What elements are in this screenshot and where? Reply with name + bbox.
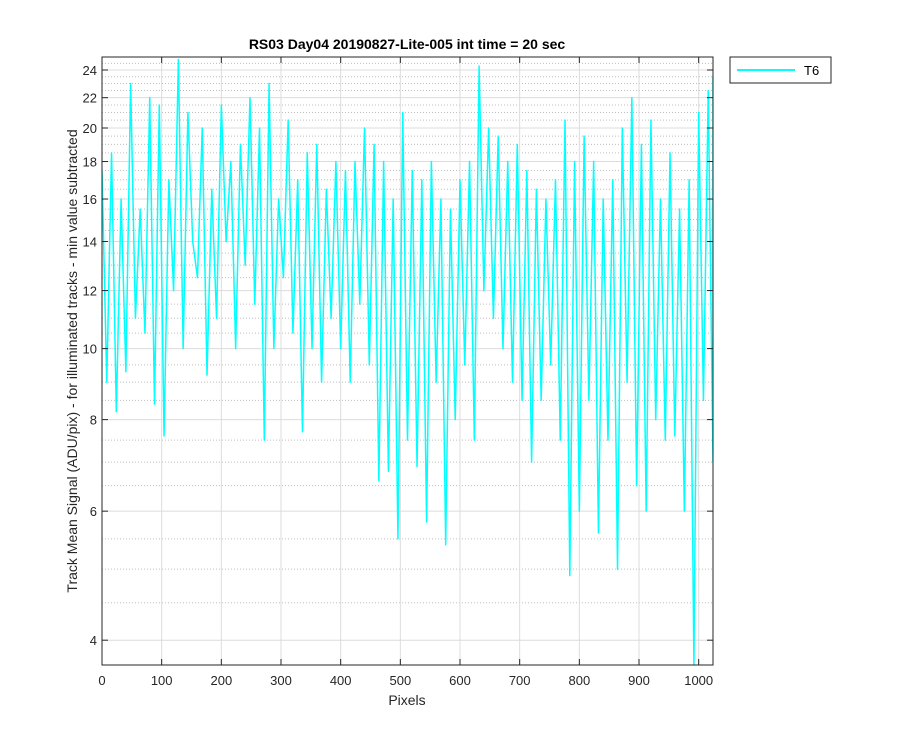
- y-tick-label: 8: [90, 413, 97, 428]
- y-tick-label: 10: [83, 342, 97, 357]
- y-tick-label: 12: [83, 284, 97, 299]
- x-tick-label: 600: [449, 673, 471, 688]
- x-axis-label: Pixels: [388, 692, 425, 708]
- plot-frame: [101, 56, 714, 666]
- x-tick-label: 400: [330, 673, 352, 688]
- y-tick-label: 14: [83, 235, 97, 250]
- x-tick-label: 300: [270, 673, 292, 688]
- chart-title: RS03 Day04 20190827-Lite-005 int time = …: [249, 36, 566, 52]
- y-tick-label: 22: [83, 91, 97, 106]
- x-tick-label: 700: [509, 673, 531, 688]
- x-tick-label: 900: [628, 673, 650, 688]
- y-tick-label: 16: [83, 192, 97, 207]
- y-tick-label: 24: [83, 63, 97, 78]
- x-tick-label: 1000: [684, 673, 713, 688]
- legend: T6: [729, 56, 832, 84]
- x-tick-label: 500: [389, 673, 411, 688]
- plot-background: [102, 57, 713, 665]
- y-tick-label: 4: [90, 633, 97, 648]
- grid-lines: [101, 57, 713, 665]
- x-tick-label: 200: [210, 673, 232, 688]
- y-tick-label: 18: [83, 155, 97, 170]
- series-line-T6: [102, 58, 713, 665]
- x-tick-label: 800: [568, 673, 590, 688]
- x-tick-label: 0: [98, 673, 105, 688]
- y-tick-label: 6: [90, 504, 97, 519]
- data-series: [102, 58, 713, 665]
- axis-ticks: 0 100 200 300 400 500 600 700 800 900 1000 4 6 8 10 12 1…: [83, 57, 713, 688]
- y-tick-label: 20: [83, 121, 97, 136]
- y-axis-label: Track Mean Signal (ADU/pix) - for illumi…: [64, 129, 80, 592]
- x-tick-label: 100: [151, 673, 173, 688]
- legend-label: T6: [804, 63, 819, 78]
